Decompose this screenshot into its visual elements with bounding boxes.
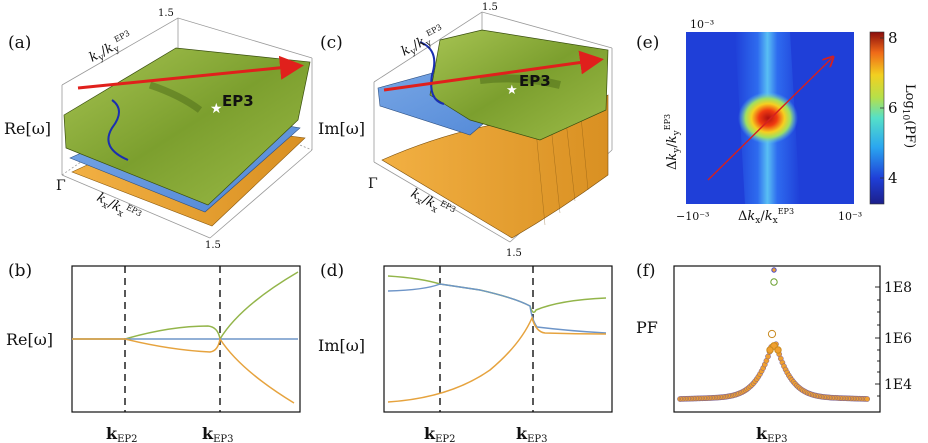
panel-f-data-points <box>677 267 871 402</box>
panel-b-orange-curve <box>72 336 295 404</box>
panel-f-frame <box>673 265 881 413</box>
pf-marker-peak <box>774 346 782 354</box>
pf-marker-peak <box>766 346 774 354</box>
panel-a-tick-bottom: 1.5 <box>205 240 221 251</box>
panel-a-red-arrow <box>77 55 304 90</box>
panel-c-ep3-label: EP3 <box>519 72 551 90</box>
panel-e-cbar-label: Log10(PF) <box>900 84 917 148</box>
panel-f: (f) PF 1E8 1E6 1E4 kEP3 <box>636 261 912 443</box>
panel-a-green-sheet <box>63 47 311 206</box>
panel-f-tick-1e4: 1E4 <box>884 377 912 393</box>
panel-f-tick-1e6: 1E6 <box>884 331 912 347</box>
panel-a-ep2-curve <box>107 99 129 161</box>
pf-marker-peak <box>767 329 777 339</box>
panel-c-letter: (c) <box>320 33 343 53</box>
panel-e-ylabel: Δky/kyEP3 <box>663 114 682 170</box>
panel-d-tick-kep3: kEP3 <box>516 424 547 443</box>
panel-e-cbar-tick-6: 6 <box>888 99 898 117</box>
panel-e-cbar-tick-8: 8 <box>888 29 898 47</box>
panel-c-tick-bottom: 1.5 <box>506 248 522 259</box>
panel-d-letter: (d) <box>320 261 344 281</box>
panel-d-tick-kep2: kEP2 <box>424 424 455 443</box>
panel-d-frame <box>383 265 613 413</box>
panel-b-tick-kep3: kEP3 <box>202 424 233 443</box>
pf-marker-peak <box>771 267 777 273</box>
panel-b-letter: (b) <box>8 261 32 281</box>
panel-f-ylabel: PF <box>636 318 658 337</box>
panel-e-x-right: 10⁻³ <box>838 210 862 223</box>
panel-c-origin: Γ <box>368 176 378 192</box>
panel-a-ep3-label: EP3 <box>222 92 254 110</box>
panel-e-y-top: 10⁻³ <box>690 18 714 31</box>
panel-a-tick-top: 1.5 <box>158 8 174 19</box>
panel-f-tick-1e8: 1E8 <box>884 280 912 296</box>
pf-marker-peak <box>770 278 778 286</box>
panel-b-green-curve <box>72 271 299 342</box>
panel-e-x-left: −10⁻³ <box>676 210 709 223</box>
panel-f-tick-kep3: kEP3 <box>756 424 787 443</box>
panel-e-cbar-tick-4: 4 <box>888 169 898 187</box>
panel-c: ★ EP3 (c) Im[ω] Γ 1.5 1.5 ky/kyEP3 kx/kx… <box>318 2 613 259</box>
panel-a-origin: Γ <box>56 178 66 194</box>
panel-e-colorbar <box>869 31 885 205</box>
panel-d: (d) Im[ω] kEP2 kEP3 <box>318 261 613 443</box>
panel-e-letter: (e) <box>636 33 659 53</box>
panel-d-blue-curve <box>387 283 607 334</box>
panel-a-ep3-star: ★ <box>210 101 223 117</box>
panel-c-ep3-star: ★ <box>506 83 518 98</box>
panel-e-heatmap <box>686 32 854 204</box>
panel-d-orange-curve <box>387 315 607 403</box>
panel-a: ★ EP3 (a) Re[ω] Γ 1.5 1.5 ky/kyEP3 kx/kx… <box>4 8 313 251</box>
panel-b: (b) Re[ω] kEP2 kEP3 <box>6 261 301 443</box>
panel-a-ky-label: ky/kyEP3 <box>86 29 136 68</box>
panel-d-ylabel: Im[ω] <box>318 336 365 355</box>
panel-e: (e) 10⁻³ −10⁻³ 10⁻³ Δkx/kxEP3 Δky/kyEP3 … <box>636 18 917 226</box>
panel-b-tick-kep2: kEP2 <box>106 424 137 443</box>
panel-c-ylabel: Im[ω] <box>318 119 365 138</box>
panel-a-letter: (a) <box>8 33 31 53</box>
panel-a-ylabel: Re[ω] <box>4 119 51 138</box>
pf-marker <box>864 396 871 402</box>
panel-e-xlabel: Δkx/kxEP3 <box>738 207 794 226</box>
panel-f-letter: (f) <box>636 261 656 281</box>
panel-c-ep2-curve <box>419 41 445 105</box>
panel-c-red-arrow <box>383 50 604 92</box>
panel-c-tick-top: 1.5 <box>482 2 498 13</box>
panel-b-ylabel: Re[ω] <box>6 330 53 349</box>
panel-e-red-arrow <box>707 58 832 181</box>
